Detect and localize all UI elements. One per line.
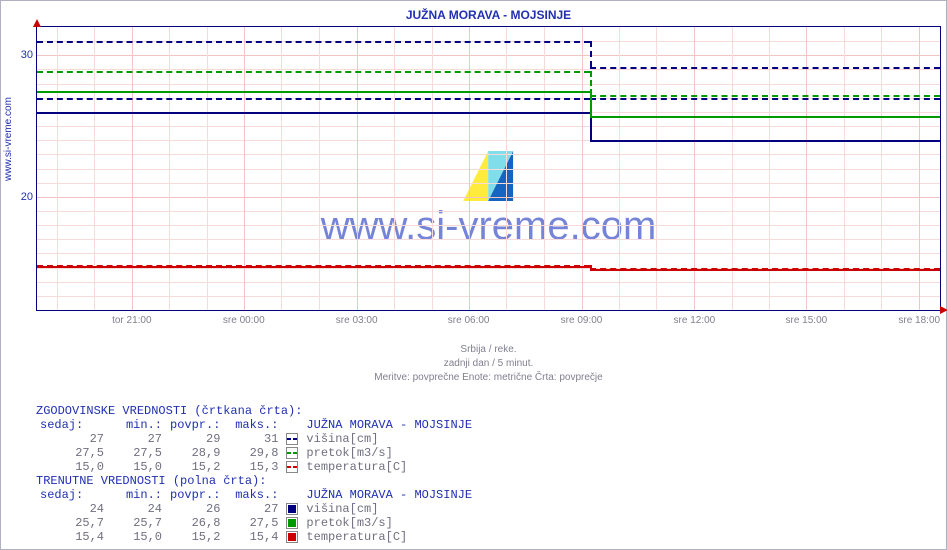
- val-pretok-sedaj: 27,5: [36, 446, 108, 460]
- label-pretok: pretok[m3/s]: [302, 446, 476, 460]
- chart-caption: Srbija / reke. zadnji dan / 5 minut. Mer…: [36, 343, 941, 385]
- swatch-temp-icon: [282, 460, 302, 474]
- val-pretok-maks: 27,5: [224, 516, 282, 530]
- val-pretok-maks: 29,8: [224, 446, 282, 460]
- col-povpr: povpr.:: [166, 418, 224, 432]
- site-vertical-label: www.si-vreme.com: [3, 97, 14, 181]
- y-axis-arrow-icon: [33, 19, 41, 27]
- chart-title: JUŽNA MORAVA - MOJSINJE: [36, 6, 941, 26]
- x-tick-label: sre 03:00: [336, 315, 378, 326]
- gridline-h-minor: [37, 225, 940, 226]
- val-temp-min: 15,0: [108, 460, 166, 474]
- legend-hist-header: ZGODOVINSKE VREDNOSTI (črtkana črta): [36, 404, 295, 418]
- legend-hist-table: sedaj:min.:povpr.:maks.: JUŽNA MORAVA - M…: [36, 418, 476, 474]
- x-axis-arrow-icon: [940, 306, 947, 314]
- plot-canvas: www.si-vreme.com 2030tor 21:00sre 00:00s…: [36, 26, 941, 311]
- col-povpr: povpr.:: [166, 488, 224, 502]
- val-visina-povpr: 29: [166, 432, 224, 446]
- col-sedaj: sedaj:: [36, 418, 108, 432]
- legend-cur-table: sedaj:min.:povpr.:maks.: JUŽNA MORAVA - M…: [36, 488, 476, 544]
- series-pretok-step: [590, 91, 592, 116]
- val-visina-maks: 27: [224, 502, 282, 516]
- col-min: min.:: [108, 418, 166, 432]
- val-pretok-povpr: 28,9: [166, 446, 224, 460]
- col-maks: maks.:: [224, 418, 282, 432]
- series-temp: [37, 266, 590, 268]
- gridline-h-minor: [37, 169, 940, 170]
- val-visina-min: 27: [108, 432, 166, 446]
- val-visina-maks: 31: [224, 432, 282, 446]
- series-pretok: [37, 91, 590, 93]
- val-temp-min: 15,0: [108, 530, 166, 544]
- swatch-visina-icon: [282, 432, 302, 446]
- x-tick-label: sre 09:00: [561, 315, 603, 326]
- gridline-h: [37, 55, 940, 56]
- val-temp-sedaj: 15,0: [36, 460, 108, 474]
- val-temp-povpr: 15,2: [166, 460, 224, 474]
- gridline-h-minor: [37, 211, 940, 212]
- series-pretok: [590, 116, 940, 118]
- legend-station: JUŽNA MORAVA - MOJSINJE: [302, 418, 476, 432]
- val-visina-sedaj: 27: [36, 432, 108, 446]
- swatch-visina-icon: [282, 502, 302, 516]
- label-temp: temperatura[C]: [302, 460, 476, 474]
- series-visina_hist: [590, 98, 940, 100]
- gridline-h-minor: [37, 253, 940, 254]
- label-temp: temperatura[C]: [302, 530, 476, 544]
- x-tick-label: sre 15:00: [785, 315, 827, 326]
- y-tick-label: 20: [15, 191, 33, 203]
- gridline-h-minor: [37, 183, 940, 184]
- val-pretok-min: 25,7: [108, 516, 166, 530]
- val-pretok-sedaj: 25,7: [36, 516, 108, 530]
- val-pretok-povpr: 26,8: [166, 516, 224, 530]
- chart-area: JUŽNA MORAVA - MOJSINJE www.si-vreme.com…: [36, 6, 941, 356]
- gridline-h-minor: [37, 296, 940, 297]
- series-top_hist: [37, 41, 590, 43]
- label-visina: višina[cm]: [302, 432, 476, 446]
- gridline-h-minor: [37, 84, 940, 85]
- x-tick-label: sre 06:00: [448, 315, 490, 326]
- series-top_hist: [590, 67, 940, 69]
- x-tick-label: tor 21:00: [112, 315, 151, 326]
- x-tick-label: sre 00:00: [223, 315, 265, 326]
- val-temp-maks: 15,4: [224, 530, 282, 544]
- col-sedaj: sedaj:: [36, 488, 108, 502]
- gridline-h-minor: [37, 126, 940, 127]
- gridline-h: [37, 197, 940, 198]
- swatch-temp-icon: [282, 530, 302, 544]
- val-visina-min: 24: [108, 502, 166, 516]
- val-temp-sedaj: 15,4: [36, 530, 108, 544]
- legend-station: JUŽNA MORAVA - MOJSINJE: [302, 488, 476, 502]
- val-temp-maks: 15,3: [224, 460, 282, 474]
- series-pretok_hist: [37, 71, 590, 73]
- series-temp: [590, 269, 940, 271]
- series-top_hist-step: [590, 41, 592, 66]
- val-visina-povpr: 26: [166, 502, 224, 516]
- legend-cur-header: TRENUTNE VREDNOSTI (polna črta): [36, 474, 259, 488]
- x-tick-label: sre 18:00: [898, 315, 940, 326]
- caption-line-1: Srbija / reke.: [460, 344, 516, 355]
- label-pretok: pretok[m3/s]: [302, 516, 476, 530]
- gridline-h-minor: [37, 282, 940, 283]
- watermark: www.si-vreme.com: [321, 151, 657, 249]
- legend: ZGODOVINSKE VREDNOSTI (črtkana črta): se…: [36, 404, 941, 544]
- caption-line-3: Meritve: povprečne Enote: metrične Črta:…: [374, 372, 602, 383]
- val-temp-povpr: 15,2: [166, 530, 224, 544]
- series-visina: [37, 112, 590, 114]
- col-min: min.:: [108, 488, 166, 502]
- caption-line-2: zadnji dan / 5 minut.: [444, 358, 534, 369]
- swatch-pretok-icon: [282, 446, 302, 460]
- swatch-pretok-icon: [282, 516, 302, 530]
- series-pretok_hist: [590, 95, 940, 97]
- series-visina: [590, 140, 940, 142]
- gridline-h-minor: [37, 239, 940, 240]
- x-tick-label: sre 12:00: [674, 315, 716, 326]
- label-visina: višina[cm]: [302, 502, 476, 516]
- y-tick-label: 30: [15, 49, 33, 61]
- val-pretok-min: 27,5: [108, 446, 166, 460]
- val-visina-sedaj: 24: [36, 502, 108, 516]
- series-visina_hist: [37, 98, 590, 100]
- col-maks: maks.:: [224, 488, 282, 502]
- gridline-h-minor: [37, 154, 940, 155]
